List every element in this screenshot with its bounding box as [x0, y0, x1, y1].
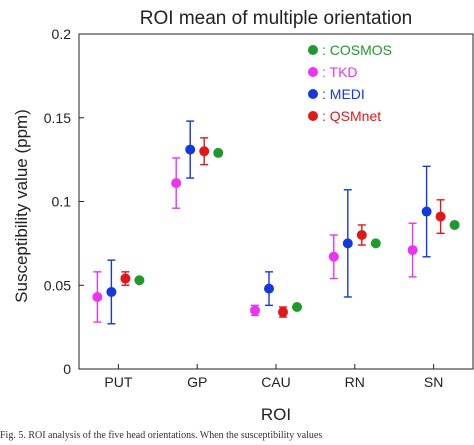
x-tick-label: CAU — [261, 374, 291, 390]
data-point — [328, 251, 339, 262]
legend-label: : MEDI — [322, 86, 365, 102]
data-point — [342, 238, 353, 249]
legend-label: : QSMnet — [322, 108, 381, 124]
data-point — [199, 146, 210, 157]
x-axis-ticks: PUT GP CAU RN SN — [104, 364, 443, 390]
legend-label: : COSMOS — [322, 42, 392, 58]
y-axis-ticks: 0 0.05 0.1 0.15 0.2 — [44, 26, 84, 377]
data-series — [92, 120, 460, 325]
series-group — [134, 147, 460, 313]
x-tick-label: RN — [345, 374, 365, 390]
data-point — [278, 307, 288, 318]
data-point — [356, 230, 367, 240]
y-tick-label: 0.15 — [44, 110, 71, 126]
x-tick-label: SN — [424, 374, 443, 390]
data-point — [120, 273, 131, 284]
data-point — [92, 291, 103, 302]
series-group — [120, 137, 446, 318]
y-tick-label: 0.05 — [44, 277, 71, 293]
x-tick-label: GP — [187, 374, 207, 390]
data-point — [449, 219, 460, 230]
data-point — [292, 302, 302, 313]
plot-frame — [78, 33, 474, 370]
legend-marker — [308, 89, 318, 99]
legend-marker — [308, 45, 318, 55]
data-point — [407, 245, 418, 256]
data-point — [250, 305, 260, 316]
figure-caption: Fig. 5. ROI analysis of the five head or… — [0, 430, 323, 441]
y-tick-label: 0.2 — [52, 26, 72, 42]
data-point — [370, 238, 381, 249]
data-point — [171, 178, 182, 189]
chart-title: ROI mean of multiple orientation — [140, 8, 412, 29]
y-tick-label: 0 — [63, 361, 71, 377]
x-axis-label: ROI — [261, 405, 291, 424]
legend-label: : TKD — [322, 64, 358, 80]
legend-marker — [308, 111, 318, 121]
y-axis-label: Susceptibility value (ppm) — [12, 109, 31, 303]
legend: : COSMOS : TKD : MEDI : QSMnet — [308, 42, 392, 124]
x-tick-label: PUT — [104, 374, 132, 390]
y-tick-label: 0.1 — [52, 194, 72, 210]
data-point — [264, 283, 274, 294]
series-group — [106, 120, 432, 325]
data-point — [421, 206, 432, 217]
data-point — [134, 275, 145, 286]
data-point — [106, 286, 117, 297]
data-point — [185, 144, 196, 155]
legend-marker — [308, 67, 318, 77]
data-point — [213, 147, 224, 158]
data-point — [435, 211, 446, 222]
series-group — [92, 157, 418, 323]
chart: ROI mean of multiple orientation 0 0.05 0.… — [12, 8, 474, 424]
